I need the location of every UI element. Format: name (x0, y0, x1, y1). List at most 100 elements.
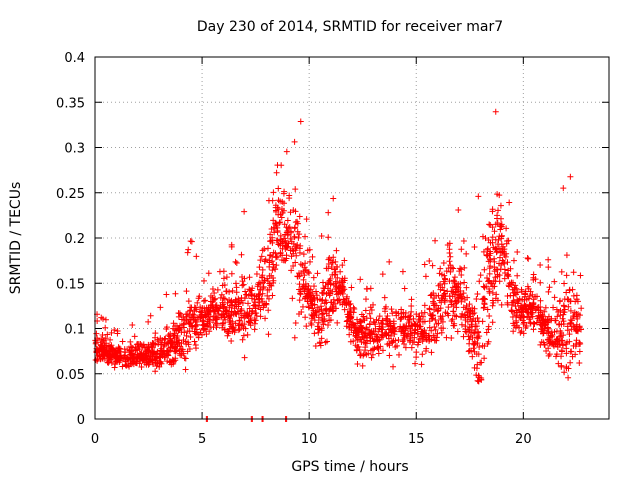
data-point (209, 299, 216, 306)
data-point (320, 285, 327, 292)
data-point (108, 359, 115, 366)
data-point (497, 226, 504, 233)
data-point (291, 138, 298, 145)
data-point (563, 289, 570, 296)
data-point (368, 307, 375, 314)
data-point (326, 306, 333, 313)
data-point (178, 316, 185, 323)
data-point (315, 319, 322, 326)
data-point (558, 268, 565, 275)
data-point (129, 321, 136, 328)
data-point (357, 276, 364, 283)
data-point (558, 348, 565, 355)
data-point (201, 277, 208, 284)
data-point (325, 209, 332, 216)
data-point (230, 326, 237, 333)
data-point (475, 335, 482, 342)
data-point (251, 316, 258, 323)
data-point (496, 272, 503, 279)
data-point (292, 224, 299, 231)
data-point (313, 288, 320, 295)
data-point (156, 363, 163, 370)
y-tick-label: 0.4 (64, 51, 85, 66)
data-point (270, 217, 277, 224)
data-point (481, 355, 488, 362)
data-point (331, 271, 338, 278)
data-point (474, 315, 481, 322)
data-point (506, 199, 513, 206)
data-point (412, 360, 419, 367)
data-point (530, 320, 537, 327)
x-tick-label: 5 (198, 432, 206, 447)
data-point (491, 228, 498, 235)
data-point (214, 286, 221, 293)
data-point (487, 263, 494, 270)
data-point (517, 314, 524, 321)
data-point (220, 308, 227, 315)
data-point (306, 289, 313, 296)
data-point (210, 317, 217, 324)
data-point (332, 285, 339, 292)
data-points (92, 108, 585, 422)
data-point (457, 265, 464, 272)
data-point (451, 322, 458, 329)
data-point (486, 288, 493, 295)
data-point (514, 272, 521, 279)
data-point (183, 332, 190, 339)
data-point (114, 328, 121, 335)
data-point (491, 268, 498, 275)
data-point (138, 364, 145, 371)
data-point (302, 233, 309, 240)
data-point (453, 304, 460, 311)
data-point (200, 297, 207, 304)
data-point (421, 261, 428, 268)
data-point (239, 336, 246, 343)
data-point (255, 303, 262, 310)
data-point (311, 295, 318, 302)
data-point (200, 326, 207, 333)
data-point (519, 296, 526, 303)
data-point (324, 322, 331, 329)
y-tick-label: 0.2 (64, 232, 85, 247)
data-point (495, 237, 502, 244)
data-point (334, 297, 341, 304)
data-point (486, 221, 493, 228)
data-point (339, 262, 346, 269)
data-point (319, 279, 326, 286)
data-point (366, 321, 373, 328)
data-point (116, 353, 123, 360)
data-point (494, 212, 501, 219)
data-point (281, 235, 288, 242)
data-point (283, 255, 290, 262)
data-point (226, 288, 233, 295)
data-point (286, 192, 293, 199)
data-point (453, 299, 460, 306)
data-point (441, 296, 448, 302)
data-point (444, 288, 451, 295)
data-point (205, 270, 212, 277)
data-point (203, 331, 210, 338)
data-point (171, 335, 178, 342)
data-point (325, 265, 332, 272)
data-point (461, 311, 468, 318)
data-point (514, 300, 521, 307)
data-point (419, 351, 426, 358)
data-point (321, 318, 328, 325)
data-point (317, 303, 324, 310)
data-point (318, 306, 325, 313)
data-point (265, 307, 272, 314)
data-point (534, 319, 541, 326)
data-point (482, 235, 489, 242)
data-point (447, 297, 454, 304)
data-point (560, 318, 567, 325)
data-point (437, 265, 444, 272)
data-point (443, 268, 450, 275)
data-point (425, 333, 432, 340)
data-point (280, 190, 287, 197)
data-point (292, 319, 299, 326)
data-point (218, 311, 225, 318)
data-point (486, 312, 493, 319)
data-point (260, 285, 267, 292)
data-point (372, 331, 379, 338)
data-point (206, 328, 213, 335)
